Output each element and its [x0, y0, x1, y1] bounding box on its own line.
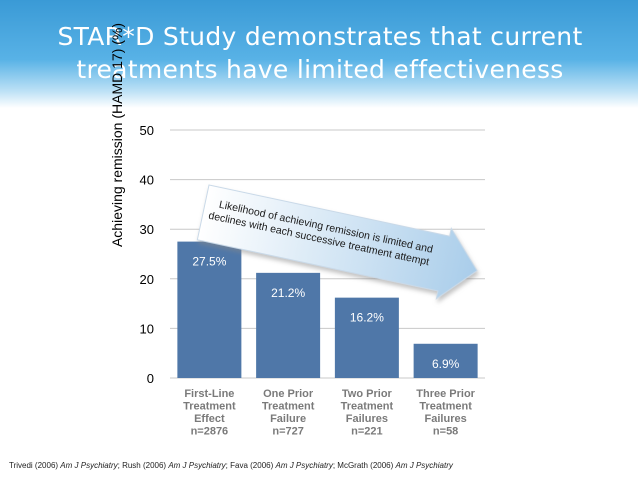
category-label-line: Treatment [262, 401, 315, 413]
category-label: Two Prior Treatment Failures n=221 [341, 388, 394, 438]
bar-value-label: 6.9% [432, 357, 460, 371]
category-label-line: Failure [270, 413, 306, 425]
category-label: First-Line Treatment Effect n=2876 [183, 388, 236, 438]
bar-value-labels: 27.5% 21.2% 16.2% 6.9% [192, 255, 459, 371]
title-line-1: STAR*D Study demonstrates that current [57, 22, 583, 51]
bar [256, 272, 321, 378]
y-tick-label: 20 [140, 272, 154, 287]
category-label-line: Two Prior [342, 388, 393, 400]
slide-title: STAR*D Study demonstrates that current t… [40, 20, 600, 86]
title-line-2: treatments have limited effectiveness [76, 55, 564, 84]
category-label-line: One Prior [263, 388, 314, 400]
arrow-shape [196, 184, 478, 300]
y-tick-label: 10 [140, 321, 154, 336]
bars [177, 241, 478, 378]
bar [334, 297, 399, 378]
bar [413, 343, 478, 378]
category-label-line: n=221 [351, 426, 383, 438]
category-label-line: Treatment [419, 401, 472, 413]
y-tick-label: 0 [147, 371, 154, 386]
category-label-line: Treatment [183, 401, 236, 413]
y-tick-label: 40 [140, 173, 154, 188]
category-label-line: Effect [194, 413, 225, 425]
y-tick-label: 50 [140, 123, 154, 138]
category-label: Three Prior Treatment Failures n=58 [416, 388, 475, 438]
category-label-line: n=727 [272, 426, 304, 438]
category-label-line: Three Prior [416, 388, 475, 400]
bar-value-label: 16.2% [350, 311, 384, 325]
bar-value-label: 27.5% [192, 255, 226, 269]
category-label-line: First-Line [184, 388, 234, 400]
category-label-line: Treatment [341, 401, 394, 413]
bar [177, 241, 242, 378]
bar-value-label: 21.2% [271, 286, 305, 300]
citation: Trivedi (2006) Am J Psychiatry; Rush (20… [9, 461, 453, 470]
category-label-line: Failures [425, 413, 467, 425]
category-label-line: n=2876 [191, 426, 229, 438]
category-label: One Prior Treatment Failure n=727 [262, 388, 315, 438]
category-label-line: Failures [346, 413, 388, 425]
y-tick-label: 30 [140, 222, 154, 237]
title-banner [0, 0, 638, 108]
y-tick-labels: 0 10 20 30 40 50 [140, 123, 154, 386]
category-label-line: n=58 [433, 426, 458, 438]
